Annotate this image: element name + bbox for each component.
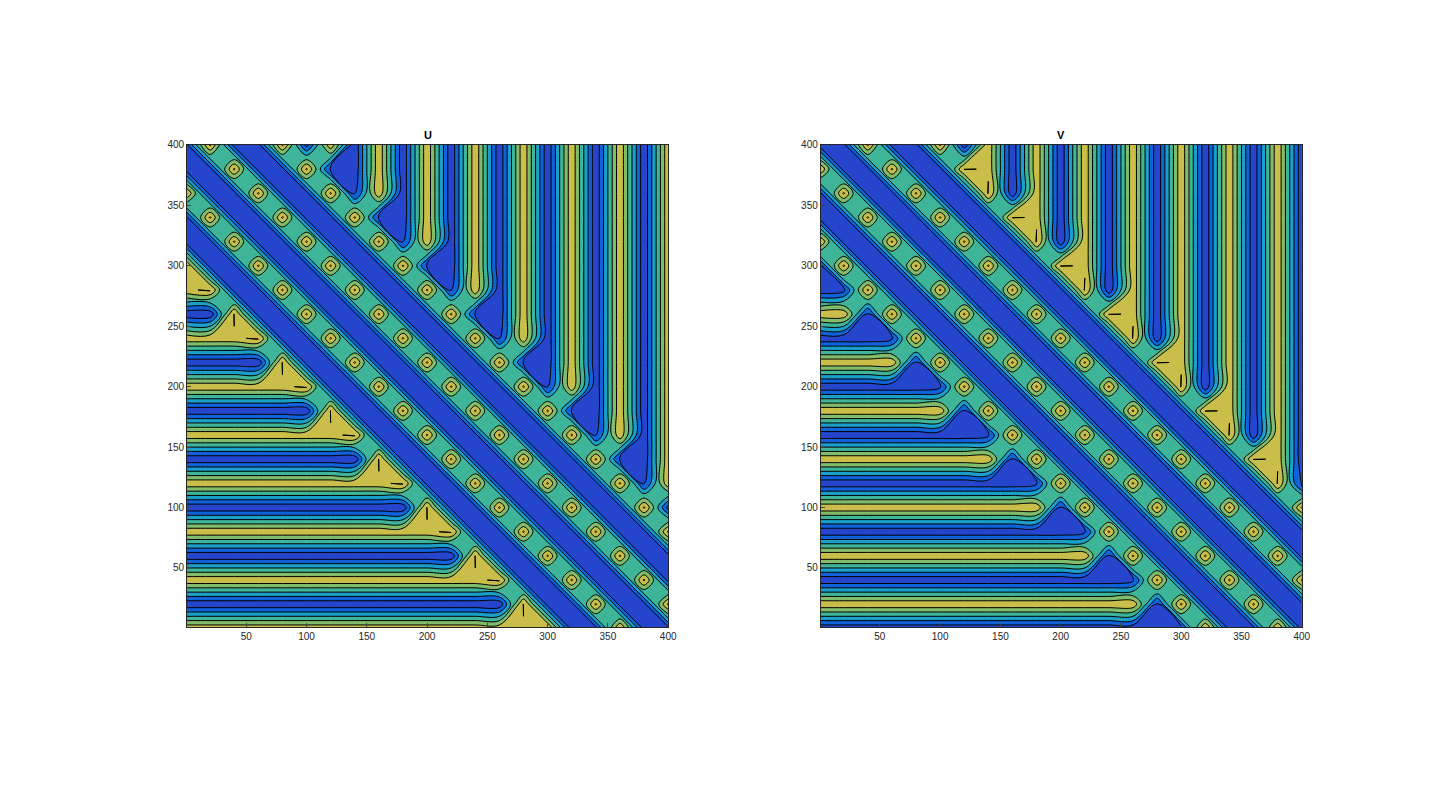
svg-text:200: 200 [801,381,818,392]
svg-text:200: 200 [1052,631,1069,642]
svg-text:300: 300 [539,631,556,642]
svg-text:100: 100 [168,502,185,513]
svg-text:300: 300 [801,260,818,271]
svg-text:250: 250 [479,631,496,642]
svg-text:V: V [1057,129,1065,141]
svg-text:350: 350 [801,200,818,211]
svg-text:250: 250 [801,321,818,332]
svg-text:300: 300 [168,260,185,271]
svg-text:150: 150 [992,631,1009,642]
svg-text:200: 200 [168,381,185,392]
svg-text:150: 150 [358,631,375,642]
svg-text:350: 350 [1233,631,1250,642]
svg-text:50: 50 [241,631,253,642]
svg-text:300: 300 [1173,631,1190,642]
svg-text:400: 400 [801,139,818,150]
svg-text:100: 100 [298,631,315,642]
svg-text:400: 400 [1293,631,1310,642]
svg-text:400: 400 [660,631,677,642]
svg-text:250: 250 [168,321,185,332]
svg-text:50: 50 [173,562,185,573]
svg-text:50: 50 [874,631,886,642]
svg-text:150: 150 [801,442,818,453]
svg-text:400: 400 [168,139,185,150]
svg-text:350: 350 [600,631,617,642]
svg-text:350: 350 [168,200,185,211]
svg-text:U: U [424,129,432,141]
svg-text:50: 50 [807,562,819,573]
svg-text:150: 150 [168,442,185,453]
svg-text:250: 250 [1113,631,1130,642]
svg-text:100: 100 [801,502,818,513]
svg-text:100: 100 [932,631,949,642]
svg-text:200: 200 [419,631,436,642]
